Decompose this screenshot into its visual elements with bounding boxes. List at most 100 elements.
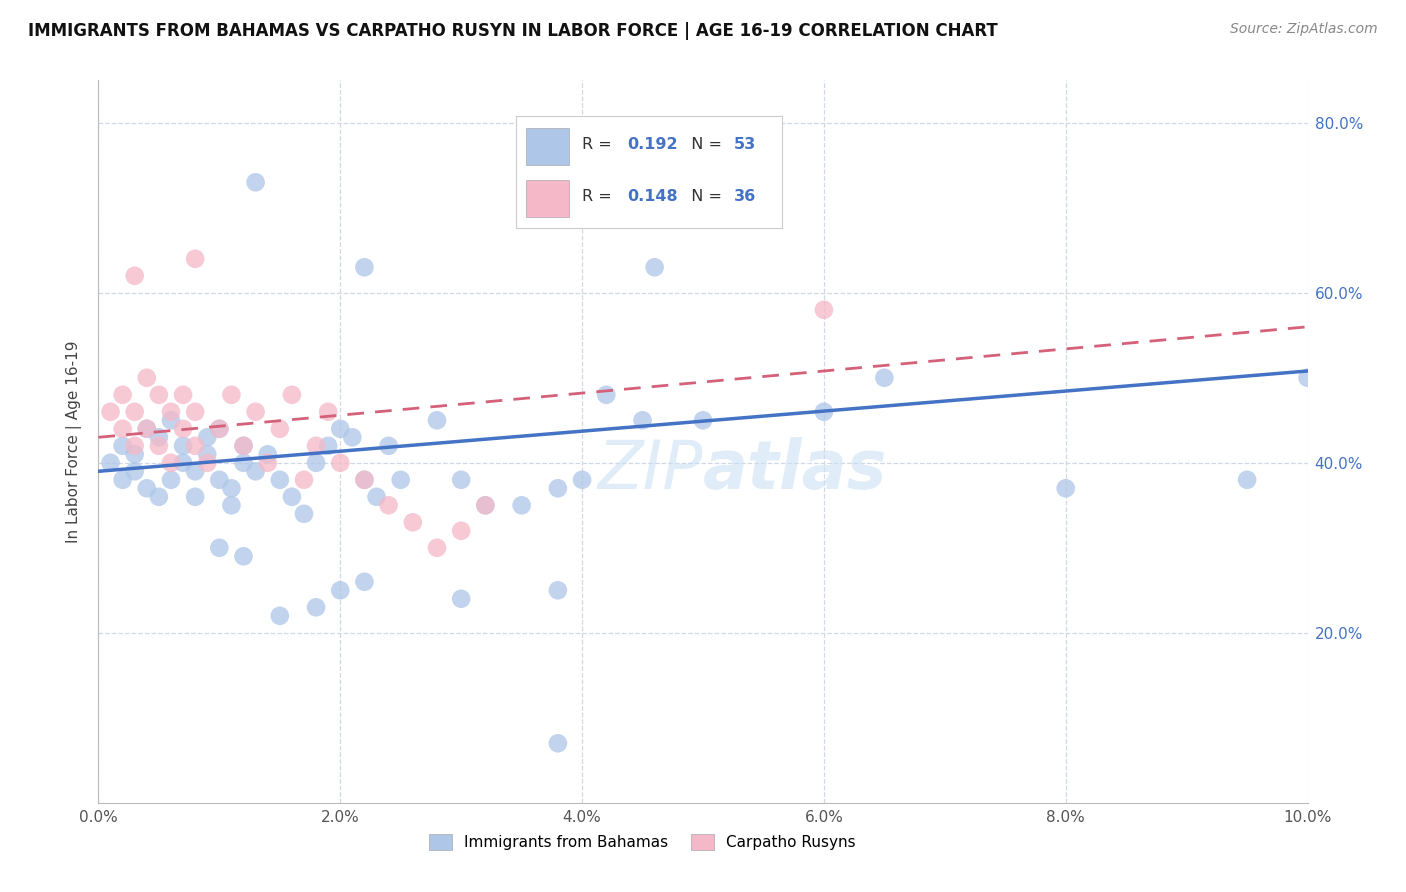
Point <box>135 422 157 436</box>
Point <box>1236 473 1258 487</box>
Point <box>195 430 218 444</box>
Point <box>184 405 207 419</box>
Point <box>232 456 254 470</box>
Text: IMMIGRANTS FROM BAHAMAS VS CARPATHO RUSYN IN LABOR FORCE | AGE 16-19 CORRELATION: IMMIGRANTS FROM BAHAMAS VS CARPATHO RUSY… <box>28 22 998 40</box>
Point <box>329 583 352 598</box>
Point <box>510 498 533 512</box>
Point <box>353 473 375 487</box>
Point <box>269 473 291 487</box>
Point <box>148 388 170 402</box>
Point <box>305 600 328 615</box>
Point <box>232 439 254 453</box>
Point <box>353 473 375 487</box>
Point <box>195 447 218 461</box>
Point <box>281 388 304 402</box>
Point <box>111 422 134 436</box>
Point <box>256 456 278 470</box>
Point <box>389 473 412 487</box>
Point <box>111 388 134 402</box>
Point <box>402 516 425 530</box>
Point <box>184 252 207 266</box>
Point <box>232 439 254 453</box>
Point <box>269 608 291 623</box>
Legend: Immigrants from Bahamas, Carpatho Rusyns: Immigrants from Bahamas, Carpatho Rusyns <box>423 829 862 856</box>
Point <box>292 473 315 487</box>
Point <box>595 388 617 402</box>
Point <box>184 490 207 504</box>
Point <box>221 481 243 495</box>
Point <box>135 422 157 436</box>
Point <box>100 456 122 470</box>
Point <box>208 473 231 487</box>
Point <box>1296 371 1319 385</box>
Point <box>232 549 254 564</box>
Point <box>377 439 399 453</box>
Point <box>281 490 304 504</box>
Point <box>124 439 146 453</box>
Point <box>329 422 352 436</box>
Point <box>208 422 231 436</box>
Point <box>172 388 194 402</box>
Point <box>160 456 183 470</box>
Text: atlas: atlas <box>703 437 887 503</box>
Point <box>329 456 352 470</box>
Point <box>873 371 896 385</box>
Point <box>316 405 339 419</box>
Point <box>184 464 207 478</box>
Point <box>135 481 157 495</box>
Point <box>1054 481 1077 495</box>
Y-axis label: In Labor Force | Age 16-19: In Labor Force | Age 16-19 <box>66 340 83 543</box>
Point <box>269 422 291 436</box>
Point <box>148 439 170 453</box>
Point <box>342 430 364 444</box>
Point <box>450 591 472 606</box>
Point <box>813 302 835 317</box>
Point <box>256 447 278 461</box>
Point <box>450 524 472 538</box>
Point <box>366 490 388 504</box>
Point <box>245 175 267 189</box>
Point <box>353 574 375 589</box>
Point <box>450 473 472 487</box>
Point <box>208 541 231 555</box>
Point <box>813 405 835 419</box>
Point <box>195 456 218 470</box>
Point <box>644 260 666 275</box>
Point <box>571 473 593 487</box>
Point <box>135 371 157 385</box>
Point <box>124 268 146 283</box>
Point <box>111 473 134 487</box>
Point <box>305 456 328 470</box>
Point <box>172 456 194 470</box>
Point <box>245 405 267 419</box>
Point <box>124 405 146 419</box>
Point <box>148 490 170 504</box>
Point <box>124 464 146 478</box>
Point <box>377 498 399 512</box>
Point <box>124 447 146 461</box>
Point <box>316 439 339 453</box>
Point <box>160 405 183 419</box>
Text: Source: ZipAtlas.com: Source: ZipAtlas.com <box>1230 22 1378 37</box>
Point <box>245 464 267 478</box>
Point <box>474 498 496 512</box>
Point <box>221 388 243 402</box>
Point <box>426 413 449 427</box>
Point <box>148 430 170 444</box>
Point <box>547 736 569 750</box>
Point <box>631 413 654 427</box>
Point <box>221 498 243 512</box>
Point <box>292 507 315 521</box>
Point <box>208 422 231 436</box>
Point <box>172 422 194 436</box>
Point <box>547 583 569 598</box>
Point <box>160 473 183 487</box>
Point <box>160 413 183 427</box>
Point <box>184 439 207 453</box>
Point <box>474 498 496 512</box>
Text: ZIP: ZIP <box>598 437 703 503</box>
Point <box>692 413 714 427</box>
Point <box>426 541 449 555</box>
Point <box>100 405 122 419</box>
Point <box>305 439 328 453</box>
